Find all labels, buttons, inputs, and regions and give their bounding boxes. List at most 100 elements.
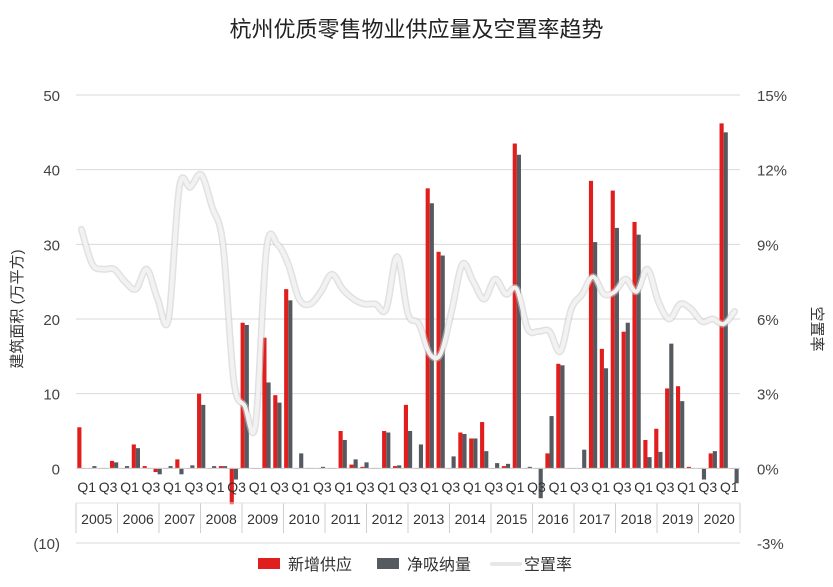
bar-absorption: [222, 466, 228, 469]
bar-absorption: [288, 300, 293, 469]
bar-supply: [349, 464, 354, 469]
bar-absorption: [625, 322, 630, 469]
y-tick-label: 10: [43, 387, 60, 404]
bar-supply: [654, 428, 659, 469]
bar-supply: [686, 466, 692, 469]
x-tick-quarter: Q1: [420, 479, 439, 495]
bar-absorption: [723, 132, 728, 469]
bar-supply: [360, 466, 365, 469]
bar-supply: [599, 348, 604, 469]
x-tick-quarter: Q3: [613, 479, 632, 495]
bar-supply: [284, 289, 289, 469]
bar-supply: [588, 180, 594, 469]
bar-supply: [109, 460, 115, 469]
bar-supply: [338, 431, 343, 469]
bar-supply: [632, 221, 637, 469]
bar-absorption: [277, 402, 282, 469]
bar-absorption: [353, 459, 358, 469]
x-tick-quarter: Q1: [163, 479, 182, 495]
bar-absorption: [418, 444, 424, 469]
bar-layer: [77, 123, 739, 505]
x-tick-year: 2007: [164, 511, 195, 527]
bar-absorption: [669, 343, 674, 469]
y2-tick-label: -3%: [757, 536, 784, 553]
x-tick-quarter: Q3: [399, 479, 418, 495]
x-tick-quarter: Q3: [441, 479, 460, 495]
bar-supply: [610, 190, 615, 469]
x-tick-year: 2019: [662, 511, 693, 527]
bar-absorption: [429, 203, 434, 469]
x-tick-year: 2013: [413, 511, 444, 527]
bar-absorption: [168, 466, 173, 469]
legend-label: 新增供应: [288, 555, 352, 574]
x-tick-year: 2009: [247, 511, 278, 527]
x-tick-quarter: Q1: [677, 479, 696, 495]
x-tick-quarter: Q1: [77, 479, 96, 495]
bar-supply: [545, 453, 550, 469]
x-tick-year: 2006: [123, 511, 154, 527]
bar-absorption: [386, 432, 391, 469]
bar-absorption: [603, 368, 609, 469]
bar-absorption: [473, 438, 478, 469]
bar-absorption: [636, 234, 641, 469]
x-tick-quarter: Q3: [313, 479, 332, 495]
bar-absorption: [582, 449, 587, 469]
bar-absorption: [712, 451, 717, 469]
bar-absorption: [92, 466, 97, 469]
bar-absorption: [440, 255, 445, 469]
bar-supply: [643, 439, 648, 469]
x-tick-quarter: Q3: [656, 479, 675, 495]
bar-absorption: [135, 448, 141, 469]
bar-supply: [501, 466, 506, 469]
y2-tick-label: 9%: [757, 237, 779, 254]
bar-absorption: [527, 466, 532, 469]
bar-absorption: [114, 462, 119, 469]
x-tick-quarter: Q1: [506, 479, 525, 495]
y2-tick-label: 0%: [757, 461, 779, 478]
bar-absorption: [560, 365, 565, 469]
bar-supply: [425, 188, 430, 469]
x-tick-quarter: Q1: [206, 479, 225, 495]
bar-absorption: [593, 242, 598, 469]
bar-supply: [621, 331, 626, 469]
x-tick-quarter: Q3: [356, 479, 375, 495]
x-tick-quarter: Q1: [377, 479, 396, 495]
bar-absorption: [647, 457, 652, 469]
x-tick-quarter: Q1: [334, 479, 353, 495]
bar-absorption: [397, 465, 402, 469]
bar-supply: [262, 337, 267, 469]
bar-supply: [512, 143, 517, 469]
bar-absorption: [614, 227, 619, 469]
bar-supply: [403, 404, 408, 469]
bar-absorption: [538, 468, 543, 499]
bar-absorption: [266, 382, 271, 469]
bar-absorption: [734, 468, 739, 484]
y2-tick-label: 6%: [757, 312, 779, 329]
x-tick-year: 2012: [372, 511, 403, 527]
x-tick-year: 2020: [704, 511, 735, 527]
bar-absorption: [680, 401, 685, 469]
bar-absorption: [212, 466, 217, 469]
bar-absorption: [495, 463, 500, 469]
bar-absorption: [124, 466, 130, 469]
line-layer: [77, 170, 739, 437]
y2-axis-title: 空置率: [808, 306, 825, 351]
legend-swatch: [258, 558, 280, 569]
bar-absorption: [299, 453, 304, 469]
x-tick-quarter: Q1: [292, 479, 311, 495]
bar-absorption: [505, 463, 511, 469]
bar-absorption: [157, 468, 162, 475]
bar-absorption: [364, 462, 369, 469]
y-tick-label: 0: [52, 461, 60, 478]
bar-absorption: [658, 451, 663, 469]
bar-absorption: [201, 404, 206, 469]
bar-absorption: [179, 468, 184, 475]
x-tick-quarter: Q3: [527, 479, 546, 495]
bar-supply: [392, 466, 398, 469]
x-tick-quarter: Q1: [463, 479, 482, 495]
y-tick-label: 50: [43, 88, 60, 105]
x-tick-year: 2018: [621, 511, 652, 527]
x-tick-year: 2016: [538, 511, 569, 527]
x-tick-quarter: Q1: [120, 479, 139, 495]
